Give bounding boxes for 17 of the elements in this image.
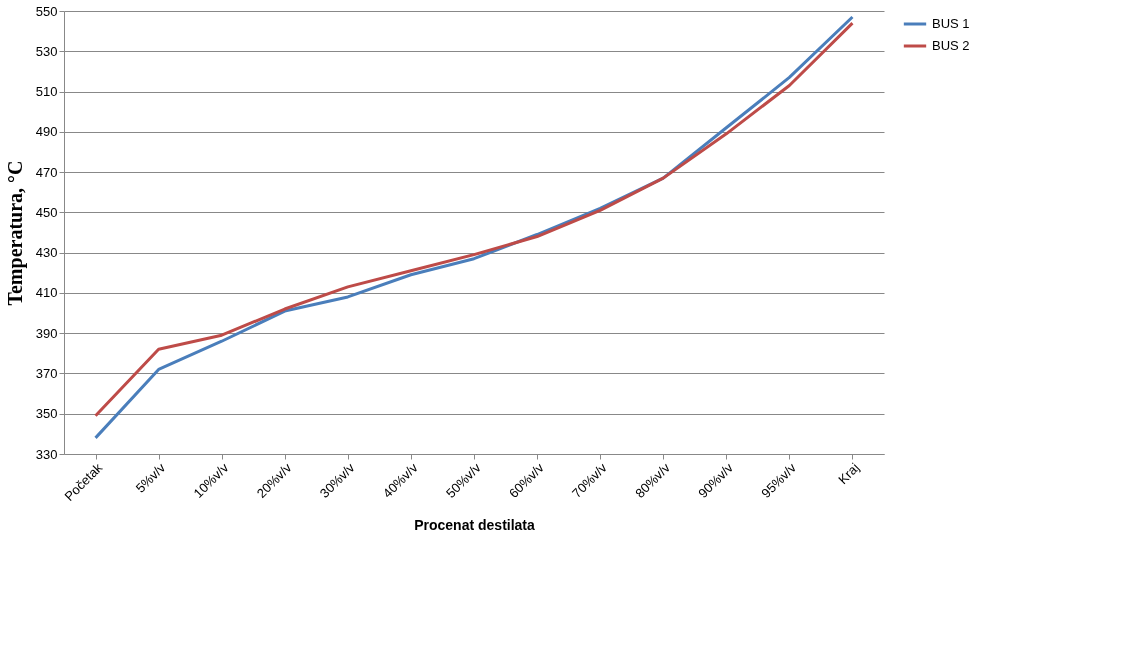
y-tick-label: 350 <box>35 406 58 422</box>
y-axis-title: Temperatura, °C <box>3 160 27 306</box>
y-tick-label: 410 <box>35 285 58 301</box>
y-tick-label: 390 <box>35 325 58 341</box>
y-tick-label: 490 <box>35 124 58 140</box>
y-tick-label: 450 <box>35 204 58 220</box>
x-tick-label: Kraj <box>835 460 863 488</box>
legend-label: BUS 1 <box>932 16 970 31</box>
x-axis-title: Procenat destilata <box>414 516 536 533</box>
y-tick-label: 550 <box>35 3 58 19</box>
y-tick-label: 470 <box>35 164 58 180</box>
y-tick-label: 330 <box>35 446 58 462</box>
y-tick-label: 530 <box>35 43 58 59</box>
y-tick-label: 430 <box>35 245 58 261</box>
legend-label: BUS 2 <box>932 38 970 53</box>
y-tick-label: 510 <box>35 84 58 100</box>
y-tick-label: 370 <box>35 365 58 381</box>
